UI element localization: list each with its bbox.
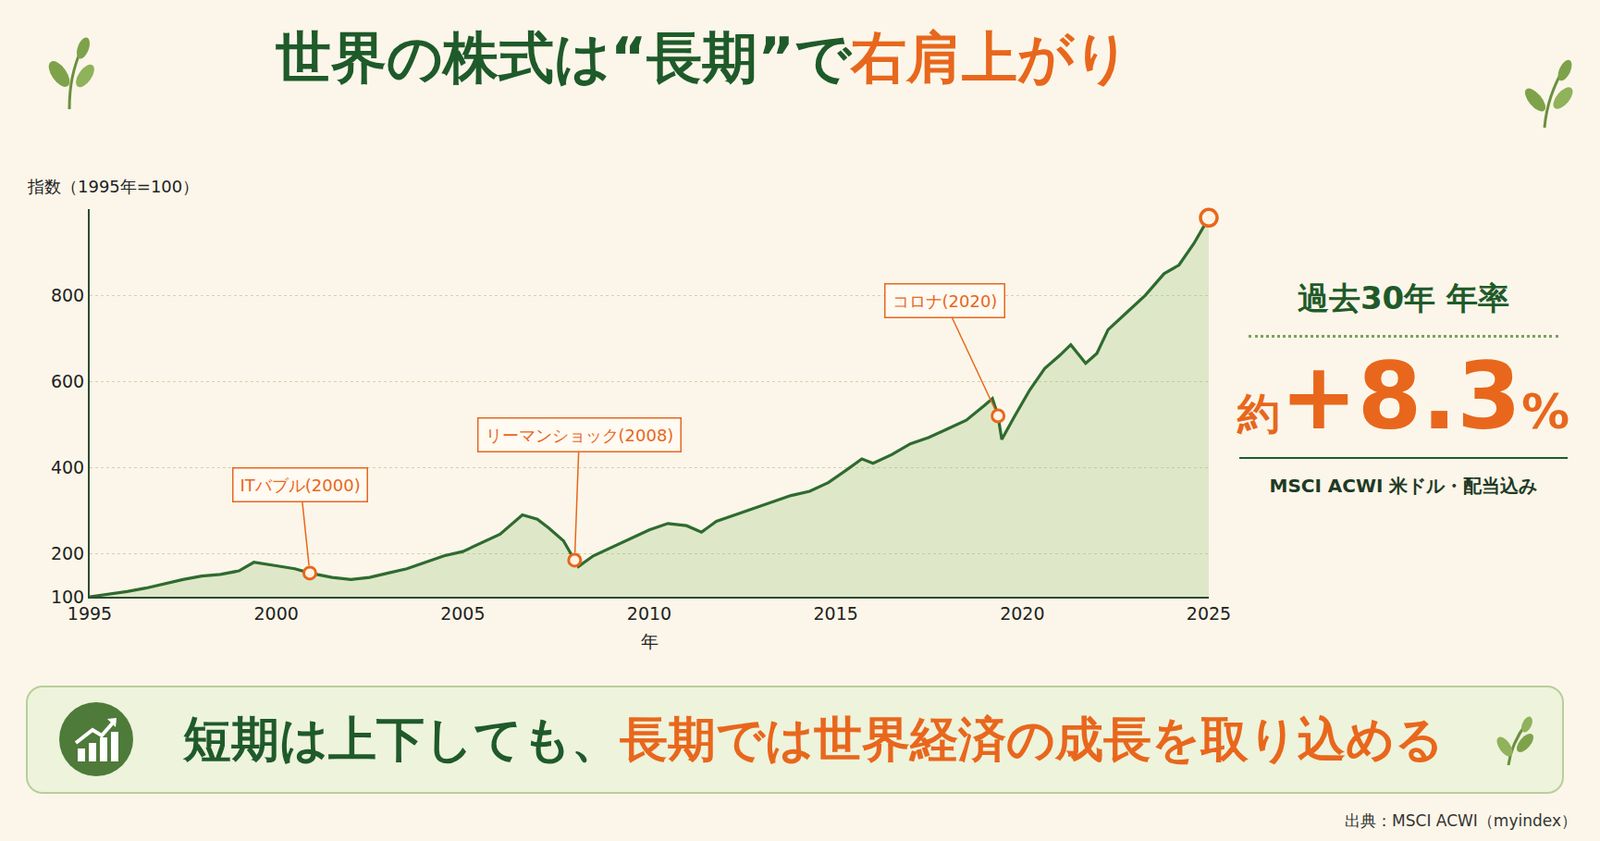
svg-text:400: 400	[50, 456, 85, 478]
html-text:世界の株式は“長期”で右肩上がり: 世界の株式は“長期”で右肩上がり	[275, 24, 1131, 90]
html-text:MSCI ACWI 米ドル・配当込み: MSCI ACWI 米ドル・配当込み	[1269, 474, 1538, 497]
svg-text:100: 100	[50, 586, 85, 607]
svg-text:コロナ(2020): コロナ(2020)	[892, 291, 998, 311]
svg-text:2000: 2000	[253, 603, 298, 624]
svg-text:2010: 2010	[627, 603, 672, 624]
svg-text:2015: 2015	[812, 603, 858, 624]
svg-text:年: 年	[640, 630, 659, 652]
svg-text:200: 200	[50, 542, 85, 564]
svg-text:2005: 2005	[440, 603, 485, 624]
svg-text:ITバブル(2000): ITバブル(2000)	[240, 475, 361, 495]
html-text:出典：MSCI ACWI（myindex）: 出典：MSCI ACWI（myindex）	[1344, 811, 1577, 830]
svg-text:600: 600	[50, 370, 85, 392]
html-text:約: 約	[1237, 388, 1280, 439]
svg-text:800: 800	[50, 284, 85, 306]
html-text:短期は上下しても、長期では世界経済の成長を取り込める: 短期は上下しても、長期では世界経済の成長を取り込める	[183, 711, 1444, 767]
svg-text:指数（1995年=100）: 指数（1995年=100）	[26, 176, 199, 197]
svg-text:1995: 1995	[67, 603, 112, 624]
svg-text:リーマンショック(2008): リーマンショック(2008)	[485, 425, 675, 445]
svg-text:2020: 2020	[999, 603, 1045, 624]
html-text:+8.3%: +8.3%	[1280, 342, 1570, 451]
html-text:過去30年 年率: 過去30年 年率	[1297, 279, 1510, 317]
svg-text:2025: 2025	[1186, 603, 1231, 624]
